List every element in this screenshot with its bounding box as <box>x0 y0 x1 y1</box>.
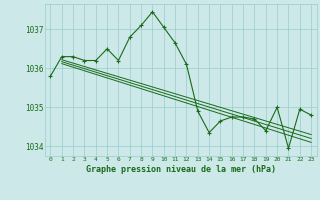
X-axis label: Graphe pression niveau de la mer (hPa): Graphe pression niveau de la mer (hPa) <box>86 165 276 174</box>
